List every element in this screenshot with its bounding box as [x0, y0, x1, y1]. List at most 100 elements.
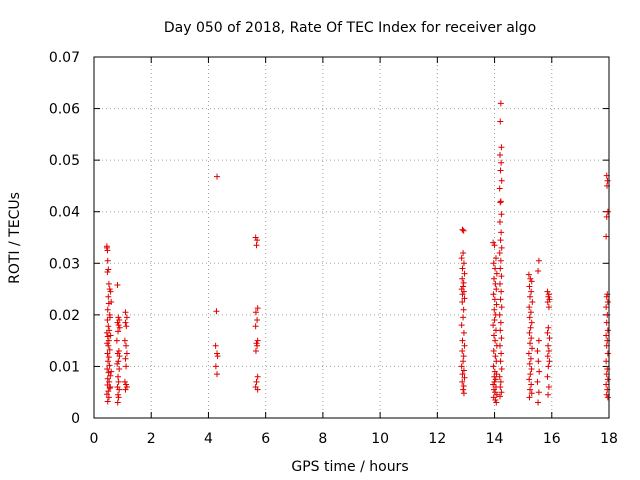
data-point	[105, 342, 112, 349]
data-point	[490, 332, 497, 339]
data-point	[254, 237, 261, 244]
data-point	[107, 314, 114, 321]
data-point	[106, 346, 113, 353]
data-point	[526, 314, 533, 321]
data-point	[544, 329, 551, 336]
data-point	[114, 281, 121, 288]
data-point	[496, 311, 503, 318]
data-point	[254, 305, 261, 312]
data-point	[490, 386, 497, 393]
data-point	[545, 304, 552, 311]
data-point	[107, 372, 114, 379]
data-point	[490, 381, 497, 388]
x-tick-label: 2	[147, 431, 156, 447]
data-point	[498, 273, 505, 280]
y-tick-label: 0	[71, 411, 80, 427]
data-point	[545, 342, 552, 349]
x-tick-label: 4	[204, 431, 213, 447]
data-point	[535, 268, 542, 275]
data-point	[116, 366, 123, 373]
data-point	[545, 324, 552, 331]
data-point	[252, 309, 259, 316]
data-point	[123, 314, 130, 321]
data-point	[116, 324, 123, 331]
y-tick-label: 0.05	[49, 153, 80, 169]
data-point	[460, 358, 467, 365]
data-point	[460, 383, 467, 390]
data-point	[527, 340, 534, 347]
data-point	[492, 396, 499, 403]
x-axis-label: GPS time / hours	[291, 459, 408, 475]
data-point	[603, 381, 610, 388]
data-points	[103, 100, 611, 406]
x-tick-label: 14	[486, 431, 504, 447]
data-point	[459, 378, 466, 385]
data-point	[527, 371, 534, 378]
data-point	[460, 386, 467, 393]
data-point	[526, 360, 533, 367]
data-point	[525, 350, 532, 357]
data-point	[529, 298, 536, 305]
data-point	[604, 208, 611, 215]
data-point	[254, 337, 261, 344]
data-point	[544, 298, 551, 305]
data-point	[528, 381, 535, 388]
data-point	[461, 295, 468, 302]
data-point	[459, 275, 466, 282]
data-point	[460, 390, 467, 397]
data-point	[496, 280, 503, 287]
data-point	[490, 260, 497, 267]
data-point	[497, 319, 504, 326]
data-point	[108, 298, 115, 305]
data-point	[105, 293, 112, 300]
data-point	[528, 366, 535, 373]
data-point	[527, 386, 534, 393]
data-point	[535, 389, 542, 396]
data-point	[214, 353, 221, 360]
data-point	[535, 257, 542, 264]
data-point	[498, 304, 505, 311]
data-point	[107, 288, 114, 295]
data-point	[115, 347, 122, 354]
data-point	[106, 286, 113, 293]
data-point	[123, 350, 130, 357]
data-point	[459, 347, 466, 354]
data-point	[122, 319, 129, 326]
data-point	[497, 257, 504, 264]
data-point	[603, 233, 610, 240]
data-point	[526, 304, 533, 311]
data-point	[458, 322, 465, 329]
data-point	[106, 378, 113, 385]
data-point	[492, 265, 499, 272]
data-point	[490, 322, 497, 329]
data-point	[104, 317, 111, 324]
data-point	[106, 362, 113, 369]
data-point	[492, 255, 499, 262]
data-point	[497, 167, 504, 174]
data-point	[105, 266, 112, 273]
data-point	[115, 373, 122, 380]
data-point	[123, 381, 130, 388]
x-tick-label: 16	[543, 431, 561, 447]
data-point	[490, 363, 497, 370]
data-point	[122, 309, 129, 316]
data-point	[496, 185, 503, 192]
data-point	[534, 378, 541, 385]
data-point	[491, 378, 498, 385]
data-point	[105, 280, 112, 287]
data-point	[535, 337, 542, 344]
data-point	[116, 386, 123, 393]
data-point	[491, 296, 498, 303]
data-point	[527, 275, 534, 282]
data-point	[493, 270, 500, 277]
data-point	[493, 301, 500, 308]
data-point	[497, 378, 504, 385]
data-point	[107, 384, 114, 391]
data-point	[212, 363, 219, 370]
data-point	[253, 340, 260, 347]
data-point	[496, 342, 503, 349]
data-point	[535, 399, 542, 406]
data-point	[104, 247, 111, 254]
data-point	[460, 306, 467, 313]
data-point	[115, 314, 122, 321]
